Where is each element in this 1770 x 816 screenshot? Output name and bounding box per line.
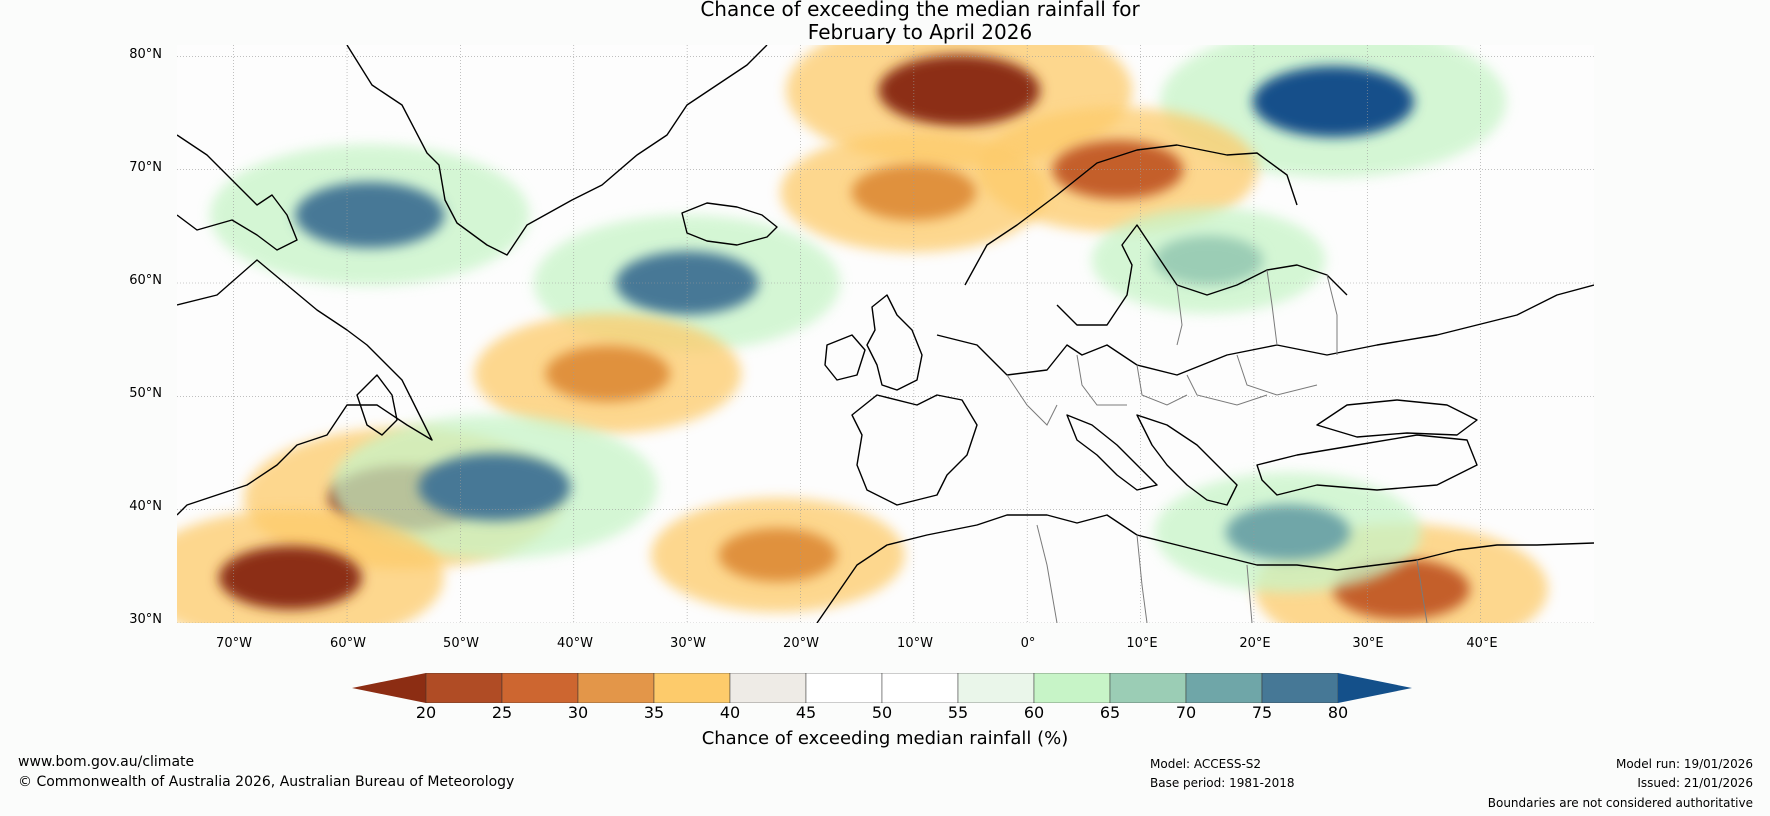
footer-copyright: © Commonwealth of Australia 2026, Austra… <box>18 774 515 790</box>
probability-core <box>1252 66 1415 138</box>
colorbar-extend-high <box>1338 673 1412 703</box>
coastlines <box>177 45 1594 623</box>
footer-issued: Issued: 21/01/2026 <box>1637 776 1753 790</box>
lon-label-0: 0° <box>1020 636 1036 651</box>
coast-baffin <box>177 134 298 251</box>
colorbar-tick-label: 25 <box>491 703 513 722</box>
lon-label-40e: 40°E <box>1466 636 1498 651</box>
probability-field <box>177 45 1548 623</box>
lon-label-20w: 20°W <box>783 636 819 651</box>
probability-core <box>718 528 838 582</box>
coast-balkans <box>1136 414 1238 506</box>
coast-labrador <box>177 259 433 516</box>
lon-label-10w: 10°W <box>897 636 933 651</box>
lat-label-50n: 50°N <box>129 386 162 401</box>
map-canvas <box>177 45 1594 623</box>
coast-turkey <box>1256 434 1478 496</box>
rainfall-map <box>177 45 1594 623</box>
probability-core <box>878 54 1040 126</box>
graticule <box>177 45 1594 623</box>
colorbar-tick-label: 50 <box>871 703 893 722</box>
lat-label-40n: 40°N <box>129 499 162 514</box>
probability-core <box>1153 235 1264 286</box>
colorbar-segment <box>881 673 959 703</box>
coast-iceland <box>681 202 778 246</box>
colorbar-segment <box>1033 673 1111 703</box>
probability-core <box>1052 140 1184 199</box>
coast-norway <box>964 144 1298 286</box>
coast-north-africa <box>816 514 1594 623</box>
colorbar-segment <box>653 673 731 703</box>
probability-core <box>218 545 362 610</box>
colorbar-tick-label: 75 <box>1251 703 1273 722</box>
coast-greenland <box>346 45 768 256</box>
coast-sweden-finland <box>1056 224 1348 326</box>
country-borders <box>1006 269 1428 623</box>
probability-core <box>1225 504 1351 561</box>
lat-label-80n: 80°N <box>129 47 162 62</box>
colorbar-tick-label: 20 <box>415 703 437 722</box>
lon-label-30w: 30°W <box>670 636 706 651</box>
coast-britain <box>866 294 923 391</box>
colorbar-segment <box>957 673 1035 703</box>
colorbar-segment <box>729 673 807 703</box>
coast-newfoundland <box>356 374 398 436</box>
lon-label-30e: 30°E <box>1352 636 1384 651</box>
probability-core <box>418 453 571 521</box>
lat-label-70n: 70°N <box>129 160 162 175</box>
coast-black-sea <box>1316 399 1478 438</box>
lon-label-50w: 50°W <box>443 636 479 651</box>
coast-ireland <box>824 334 866 381</box>
colorbar-tick-label: 35 <box>643 703 665 722</box>
colorbar <box>352 673 1412 703</box>
colorbar-segment <box>425 673 503 703</box>
footer-model-run: Model run: 19/01/2026 <box>1615 757 1753 771</box>
map-title-line1: Chance of exceeding the median rainfall … <box>700 0 1140 21</box>
colorbar-segment <box>1185 673 1263 703</box>
map-title-line2: February to April 2026 <box>807 20 1033 44</box>
lon-label-70w: 70°W <box>216 636 252 651</box>
colorbar-tick-label: 40 <box>719 703 741 722</box>
colorbar-extend-low <box>352 673 426 703</box>
probability-core <box>545 345 671 402</box>
lat-label-60n: 60°N <box>129 273 162 288</box>
coast-europe <box>936 284 1594 376</box>
colorbar-tick-label: 70 <box>1175 703 1197 722</box>
lon-label-40w: 40°W <box>557 636 593 651</box>
coast-italy <box>1066 414 1158 491</box>
lon-label-10e: 10°E <box>1126 636 1158 651</box>
colorbar-segment <box>1109 673 1187 703</box>
coast-iberia <box>851 394 978 506</box>
lat-label-30n: 30°N <box>129 612 162 627</box>
lon-label-60w: 60°W <box>330 636 366 651</box>
colorbar-segment <box>501 673 579 703</box>
footer-disclaimer: Boundaries are not considered authoritat… <box>1487 796 1753 810</box>
footer-website: www.bom.gov.au/climate <box>18 754 195 770</box>
probability-core <box>295 181 445 249</box>
footer-base-period: Base period: 1981-2018 <box>1150 776 1295 790</box>
colorbar-tick-label: 55 <box>947 703 969 722</box>
colorbar-tick-label: 80 <box>1327 703 1349 722</box>
colorbar-tick-label: 60 <box>1023 703 1045 722</box>
colorbar-tick-label: 45 <box>795 703 817 722</box>
colorbar-tick-label: 65 <box>1099 703 1121 722</box>
map-title: Chance of exceeding the median rainfall … <box>0 0 1770 44</box>
colorbar-tick-label: 30 <box>567 703 589 722</box>
colorbar-label: Chance of exceeding median rainfall (%) <box>701 728 1069 749</box>
lon-label-20e: 20°E <box>1239 636 1271 651</box>
colorbar-segment <box>1261 673 1339 703</box>
footer-model: Model: ACCESS-S2 <box>1150 757 1262 771</box>
colorbar-segment <box>577 673 655 703</box>
colorbar-segment <box>805 673 883 703</box>
